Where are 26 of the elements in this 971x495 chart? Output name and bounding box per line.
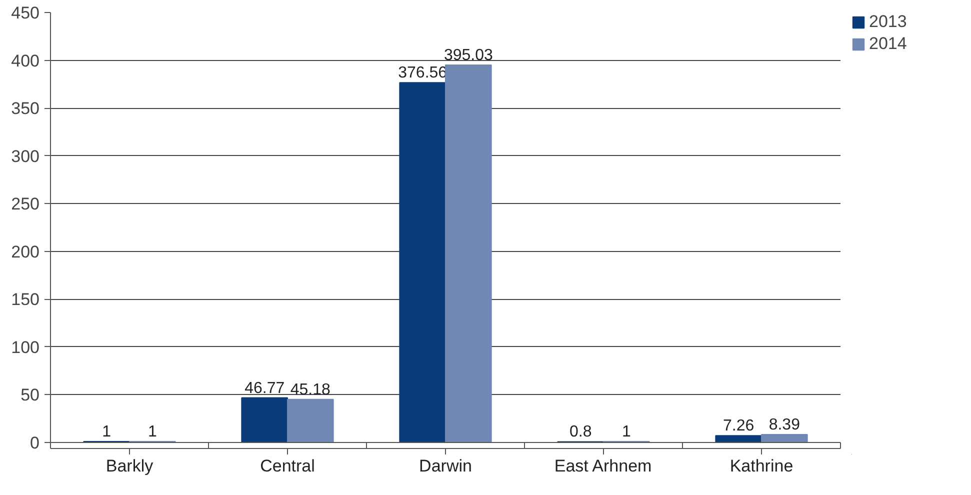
x-tick-label: Darwin <box>419 456 472 476</box>
y-tick-label: 200 <box>11 242 40 262</box>
data-label: 376.56 <box>398 64 448 82</box>
y-tick-label: 250 <box>11 194 40 214</box>
data-label: 8.39 <box>768 416 800 434</box>
x-tick-label: Central <box>260 456 315 476</box>
x-tick-label: Barkly <box>106 456 154 476</box>
y-tick-label: 300 <box>11 146 40 166</box>
y-tick-label: 150 <box>11 290 40 310</box>
x-tick-label: East Arhnem <box>554 456 652 476</box>
y-tick-label: 350 <box>11 99 40 118</box>
data-label: 1 <box>148 424 157 441</box>
legend-label: 2014 <box>869 34 907 54</box>
x-tick-label: Kathrine <box>730 456 794 476</box>
data-label: 395.03 <box>444 47 493 64</box>
data-label: 1 <box>622 424 631 441</box>
y-tick-label: 50 <box>20 386 40 405</box>
y-tick-label: 450 <box>11 4 40 22</box>
y-tick-label: 100 <box>11 338 40 357</box>
data-label: 46.77 <box>244 380 285 397</box>
data-label: 0.8 <box>569 424 592 441</box>
y-tick-label: 0 <box>30 434 40 452</box>
y-tick-label: 400 <box>11 51 40 70</box>
data-label: 1 <box>102 424 112 441</box>
legend-label: 2013 <box>869 12 907 32</box>
data-label: 7.26 <box>723 418 754 435</box>
